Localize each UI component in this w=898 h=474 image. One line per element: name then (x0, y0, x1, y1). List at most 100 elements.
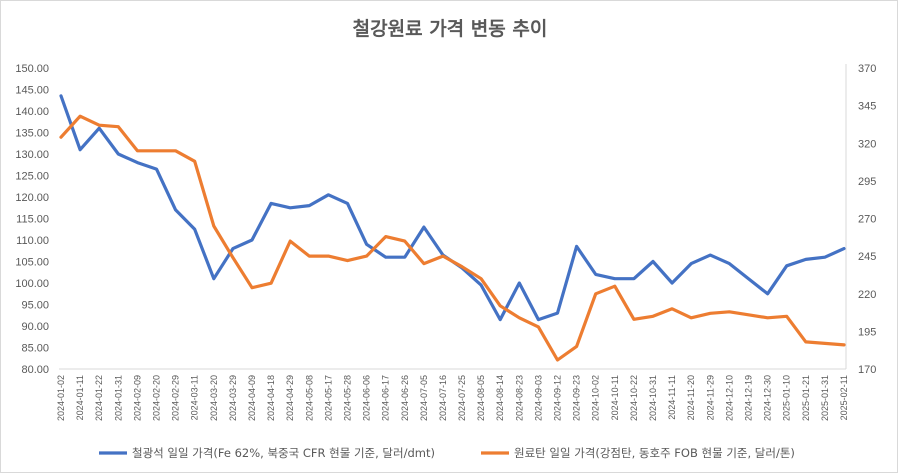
x-tick-label: 2024-12-30 (763, 375, 773, 421)
series-line-1 (59, 94, 846, 322)
legend-label: 원료탄 일일 가격(강점탄, 동호주 FOB 현물 기준, 달러/톤) (514, 446, 795, 460)
series-2-point (441, 254, 445, 258)
x-tick-label: 2024-04-09 (247, 375, 257, 421)
series-2-point (823, 342, 827, 345)
series-2-point (269, 282, 273, 285)
x-tick-label: 2024-09-23 (572, 375, 582, 421)
series-2-point (747, 313, 750, 316)
series-2-point (613, 285, 616, 288)
y-left-tick-label: 110.00 (16, 235, 49, 247)
series-1-point (709, 253, 712, 257)
series-2-point (651, 315, 655, 318)
series-1-point (823, 256, 827, 259)
series-2-point (670, 307, 674, 310)
series-2-point (518, 316, 521, 319)
y-left-tick-label: 115.00 (16, 214, 49, 226)
legend-item-1: 철광석 일일 가격(Fe 62%, 북중국 CFR 현물 기준, 달러/dmt) (99, 446, 435, 460)
series-2-point (193, 160, 196, 163)
x-tick-label: 2024-10-31 (648, 375, 658, 421)
series-2-point (575, 345, 578, 348)
series-2-point (250, 286, 254, 289)
series-2-point (632, 318, 636, 321)
legend-label: 철광석 일일 가격(Fe 62%, 북중국 CFR 현물 기준, 달러/dmt) (132, 446, 435, 460)
series-2-point (212, 224, 215, 228)
series-1-point (804, 258, 807, 261)
x-tick-label: 2024-04-29 (285, 375, 295, 421)
x-tick-label: 2024-11-29 (705, 375, 715, 420)
x-tick-label: 2024-06-26 (400, 375, 410, 421)
y-left-tick-label: 140.00 (15, 106, 49, 118)
y-left-tick-label: 105.00 (15, 257, 49, 269)
x-tick-label: 2024-08-14 (495, 375, 505, 421)
series-1-point (250, 238, 254, 242)
y-left-tick-label: 145.00 (15, 85, 49, 97)
legend-item-2: 원료탄 일일 가격(강점탄, 동호주 FOB 현물 기준, 달러/톤) (481, 446, 795, 460)
series-2-point (556, 358, 559, 362)
x-tick-label: 2024-06-06 (362, 375, 372, 421)
x-tick-label: 2024-04-18 (266, 375, 276, 421)
y-axis-right: 170 195 220 245 270 295 320 345 370 (858, 63, 876, 376)
series-2-point (174, 149, 177, 152)
series-1-point (365, 243, 368, 246)
series-1-point (499, 318, 502, 321)
series-1-point (193, 228, 196, 231)
series-1-point (269, 202, 273, 205)
series-1-point (174, 208, 177, 212)
series-2-point (728, 310, 731, 313)
x-tick-label: 2024-09-12 (553, 375, 563, 421)
series-2-point (308, 254, 311, 258)
series-1-point (479, 283, 483, 287)
series-2-point (422, 262, 426, 265)
x-axis: 2024-01-02 2024-01-11 2024-01-22 2024-01-31… (56, 64, 849, 421)
y-right-tick-label: 270 (858, 214, 876, 226)
x-tick-label: 2024-07-05 (419, 375, 429, 421)
y-left-tick-label: 135.00 (15, 128, 49, 140)
y-axis-left: 80.00 85.00 90.00 95.00 100.00 105.00 110.00 11… (15, 63, 49, 376)
chart-title: 철강원료 가격 변동 추이 (353, 18, 548, 40)
series-1-point (670, 281, 674, 285)
x-tick-label: 2024-07-16 (438, 375, 448, 421)
series-1-point (231, 247, 235, 250)
x-tick-label: 2024-05-08 (304, 375, 314, 421)
series-2-point (804, 340, 807, 344)
series-2-point (785, 315, 788, 318)
x-tick-label: 2024-02-09 (132, 375, 142, 421)
series-1-point (556, 311, 559, 315)
y-left-tick-label: 85.00 (21, 343, 49, 355)
series-1-point (98, 127, 101, 130)
x-tick-label: 2024-12-10 (724, 375, 734, 421)
series-1-point (155, 167, 158, 171)
y-left-tick-label: 100.00 (15, 278, 49, 290)
y-right-tick-label: 370 (858, 63, 876, 75)
series-1-point (308, 204, 311, 207)
x-tick-label: 2024-06-17 (381, 375, 391, 421)
y-right-tick-label: 295 (858, 176, 876, 188)
x-tick-label: 2024-07-25 (457, 375, 467, 421)
x-tick-label: 2024-10-11 (610, 375, 620, 420)
x-tick-label: 2024-09-03 (533, 375, 543, 421)
x-tick-label: 2025-01-10 (782, 375, 792, 421)
series-1-point (289, 206, 292, 209)
series-2-point (460, 265, 464, 268)
series-1-point (117, 152, 120, 156)
x-tick-label: 2024-08-05 (476, 375, 486, 421)
series-1-point (747, 277, 750, 280)
y-left-tick-label: 130.00 (15, 149, 49, 161)
series-1-point (785, 264, 788, 267)
series-2-point (98, 124, 101, 127)
series-2-point (499, 304, 502, 307)
series-2-point (479, 277, 483, 280)
series-1-point (690, 262, 693, 265)
x-tick-label: 2025-02-11 (839, 375, 849, 420)
series-2-point (709, 312, 712, 315)
series-2-point (384, 235, 387, 238)
series-2-point (594, 292, 597, 295)
series-1-point (594, 273, 597, 276)
x-tick-label: 2024-03-20 (209, 375, 219, 421)
series-2-point (289, 239, 292, 243)
series-1-point (403, 256, 406, 259)
x-tick-label: 2025-01-21 (801, 375, 811, 421)
series-1-point (537, 318, 540, 321)
y-left-tick-label: 90.00 (21, 321, 49, 333)
